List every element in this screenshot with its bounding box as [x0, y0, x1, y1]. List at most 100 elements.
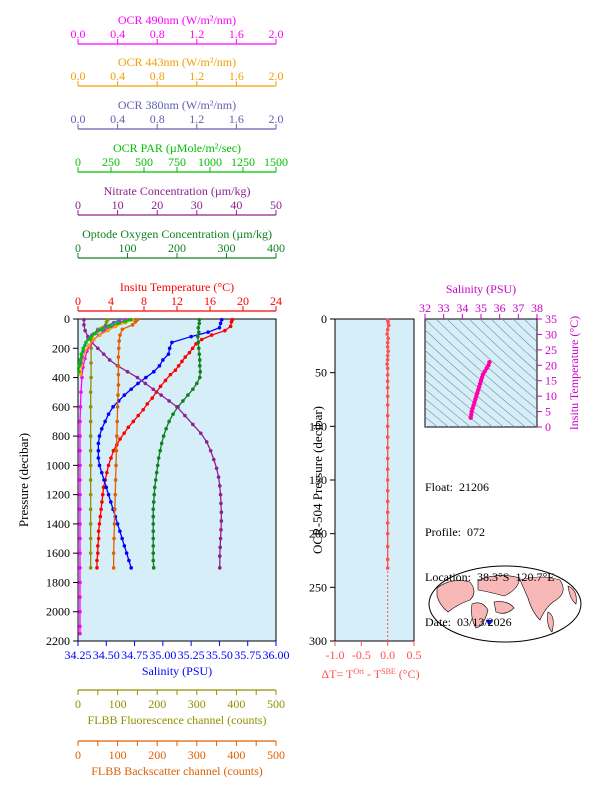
- ocr-443nm-point: [105, 328, 110, 333]
- optode-oxygen-concentration-point: [197, 375, 202, 380]
- ocr-par-point: [78, 358, 82, 362]
- insitu-temperature-point: [229, 320, 234, 324]
- insitu-temperature-point: [99, 507, 103, 512]
- flbb-backscatter-channel-point: [114, 448, 119, 453]
- salinity-point: [99, 470, 104, 475]
- world-map-land: [519, 576, 564, 621]
- delta-t-pressure-tick-label: 50: [315, 366, 327, 380]
- pressure-tick-label: 400: [52, 371, 70, 385]
- insitu-temperature-point: [109, 456, 113, 460]
- salinity-point: [106, 412, 111, 416]
- insitu-temperature-point: [209, 333, 214, 337]
- nitrate-axis-label: Nitrate Concentration (µm/kg): [104, 184, 251, 198]
- flbb-backscatter-channel-point: [116, 364, 121, 368]
- nitrate-concentration-point: [218, 536, 223, 541]
- nitrate-concentration-point: [107, 358, 112, 362]
- ocr-490nm-point: [78, 609, 82, 614]
- world-map-land: [493, 601, 515, 614]
- optode-oxygen-concentration-point: [151, 566, 156, 570]
- flbb-backscatter-channel-point: [133, 320, 138, 324]
- nitrate-concentration-point: [219, 501, 223, 506]
- optode-oxygen-concentration-point: [156, 456, 161, 460]
- salinity-point: [152, 369, 156, 374]
- salinity-point: [96, 456, 101, 460]
- delta-t-label-part: ΔT= T: [321, 667, 354, 681]
- bbp-tick-label: 200: [148, 748, 166, 762]
- bbp-tick-label: 100: [109, 748, 127, 762]
- insitu-temperature-point: [199, 337, 204, 342]
- temp-axis-label: Insitu Temperature (°C): [120, 280, 234, 294]
- delta-t-plot-area: [334, 318, 415, 642]
- salinity-point: [167, 346, 172, 351]
- optode-oxygen-concentration-point: [151, 507, 156, 512]
- salinity-point: [102, 478, 106, 482]
- ts-temperature-tick-label: 10: [545, 389, 557, 403]
- nitrate-concentration-point: [159, 393, 163, 397]
- delta-t-point: [385, 488, 390, 493]
- ocr-490nm-point: [78, 624, 82, 629]
- par-tick-label: 1500: [264, 155, 288, 169]
- delta-t-point: [385, 394, 390, 399]
- salinity-point: [122, 393, 127, 397]
- world-map-land: [547, 611, 554, 633]
- flbb-fluorescence-channel-point: [88, 507, 93, 512]
- salinity-point: [170, 340, 174, 345]
- temp-tick-label: 4: [108, 294, 114, 308]
- delta-t-point: [385, 521, 390, 525]
- optode-oxygen-concentration-point: [197, 317, 202, 322]
- ts-temperature-tick-label: 25: [545, 343, 557, 357]
- pressure-tick-label: 0: [64, 312, 70, 326]
- delta-t-pressure-tick-label: 100: [309, 419, 327, 433]
- delta-t-point: [385, 446, 390, 450]
- optode-oxygen-concentration-point: [159, 441, 164, 446]
- ocr-490nm-point: [78, 595, 82, 599]
- nitrate-concentration-point: [96, 346, 100, 351]
- insitu-temperature-point: [105, 470, 109, 475]
- ocr-443nm-point: [113, 324, 118, 329]
- optode-oxygen-concentration-point: [196, 346, 201, 351]
- ts-temperature-tick-label: 20: [545, 358, 557, 372]
- ocr-par-point: [107, 324, 112, 329]
- salinity-point: [157, 364, 162, 368]
- pressure-tick-label: 2000: [46, 605, 70, 619]
- flbb-backscatter-channel-point: [118, 333, 122, 337]
- delta-t-point: [385, 357, 390, 362]
- insitu-temperature-point: [131, 419, 136, 424]
- ocr-490nm-point: [78, 419, 82, 424]
- nitrate-concentration-line: [83, 319, 223, 568]
- salinity-point: [96, 448, 101, 453]
- ocr-490nm-point: [78, 405, 83, 409]
- insitu-temperature-point: [96, 544, 100, 548]
- optode-oxygen-concentration-point: [155, 463, 160, 468]
- pressure-tick-label: 600: [52, 400, 70, 414]
- temp-tick-label: 20: [237, 294, 249, 308]
- delta-t-pressure-tick-label: 200: [309, 527, 327, 541]
- nitrate-concentration-point: [101, 352, 106, 356]
- flbb-backscatter-channel-point: [120, 327, 125, 332]
- oxygen-tick-label: 200: [168, 241, 186, 255]
- ts-salinity-tick-label: 33: [438, 301, 450, 315]
- ocr-443nm-point: [92, 337, 96, 342]
- float-location-marker: [486, 620, 492, 626]
- ts-temperature-axis-label: Insitu Temperature (°C): [567, 316, 581, 430]
- ts-density-contour: [457, 319, 537, 392]
- ocr-par-point: [129, 317, 133, 322]
- insitu-temperature-point: [141, 407, 145, 412]
- salinity-point: [218, 321, 223, 326]
- flbb-backscatter-channel-point: [116, 383, 121, 387]
- flbb-fluorescence-channel-point: [88, 419, 93, 424]
- delta-t-point: [385, 467, 390, 472]
- delta-t-point: [385, 385, 390, 390]
- temp-tick-label: 12: [171, 294, 183, 308]
- flbb-fluorescence-channel-point: [88, 405, 93, 409]
- profile-date: Date: 03/13/2026: [425, 615, 512, 629]
- par-tick-label: 500: [135, 155, 153, 169]
- ts-density-contour: [523, 319, 537, 332]
- delta-t-point: [385, 435, 390, 439]
- delta-t-point: [385, 340, 390, 345]
- salinity-point: [122, 544, 127, 548]
- delta-t-point: [385, 566, 390, 570]
- par-tick-label: 1250: [231, 155, 255, 169]
- oxygen-tick-label: 300: [218, 241, 236, 255]
- salinity-point: [120, 536, 124, 541]
